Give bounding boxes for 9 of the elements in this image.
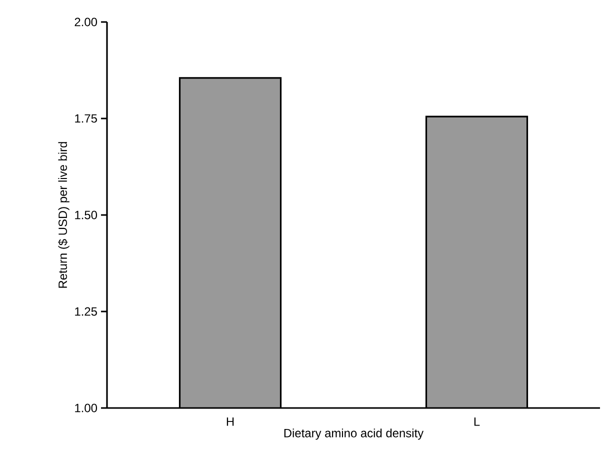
y-axis-title: Return ($ USD) per live bird [58, 142, 70, 288]
x-tick-label: H [226, 418, 234, 426]
x-tick-label: L [474, 418, 480, 426]
x-axis-title: Dietary amino acid density [284, 428, 424, 440]
y-tick-label: 1.00 [75, 404, 98, 412]
y-tick-label: 2.00 [74, 18, 98, 26]
y-tick-label: 1.75 [75, 114, 97, 123]
y-tick-label: 1.25 [75, 307, 97, 316]
y-tick-label: 1.50 [75, 210, 98, 220]
